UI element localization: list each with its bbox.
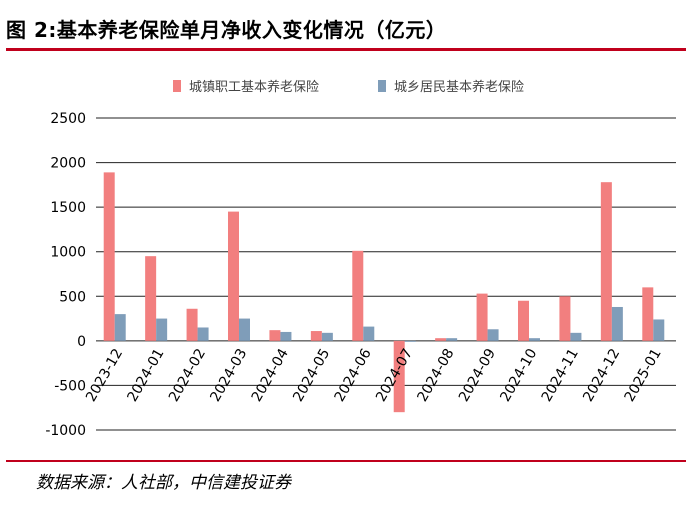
x-tick-label: 2023-12 bbox=[83, 346, 126, 405]
figure-title: 图 2:基本养老保险单月净收入变化情况（亿元） bbox=[6, 18, 447, 42]
bar bbox=[611, 306, 623, 341]
bar bbox=[352, 250, 364, 341]
y-tick-label: 1500 bbox=[50, 200, 86, 216]
bar bbox=[321, 332, 333, 341]
x-tick-label: 2024-01 bbox=[125, 346, 168, 405]
y-tick-label: 2500 bbox=[50, 111, 86, 127]
bar bbox=[518, 300, 529, 341]
x-tick-label: 2024-12 bbox=[580, 346, 623, 405]
bar bbox=[156, 318, 168, 341]
legend-label: 城乡居民基本养老保险 bbox=[394, 79, 524, 95]
y-tick-label: 0 bbox=[77, 334, 86, 350]
bar bbox=[239, 318, 250, 341]
bar bbox=[103, 172, 115, 341]
x-tick-label: 2024-04 bbox=[249, 346, 292, 405]
bar bbox=[476, 293, 488, 341]
bar bbox=[145, 256, 157, 341]
bar bbox=[446, 338, 458, 341]
bar bbox=[487, 329, 499, 341]
bar bbox=[570, 332, 582, 341]
x-tick-label: 2025-01 bbox=[622, 346, 665, 405]
bar bbox=[653, 319, 665, 341]
bar bbox=[310, 331, 322, 341]
bar bbox=[197, 327, 209, 341]
x-tick-label: 2024-10 bbox=[497, 346, 540, 405]
bar bbox=[404, 340, 416, 342]
bar bbox=[280, 331, 292, 341]
y-tick-label: 1000 bbox=[50, 245, 86, 261]
title-divider bbox=[6, 48, 686, 51]
x-tick-label: 2024-06 bbox=[332, 346, 375, 405]
y-tick-label: -500 bbox=[54, 378, 86, 394]
bar bbox=[186, 308, 198, 341]
bar bbox=[228, 211, 239, 341]
legend-label: 城镇职工基本养老保险 bbox=[189, 79, 319, 95]
x-tick-label: 2024-03 bbox=[207, 346, 250, 405]
bar bbox=[642, 287, 654, 341]
y-tick-label: 2000 bbox=[50, 156, 86, 172]
legend-swatch bbox=[378, 80, 386, 92]
y-tick-label: 500 bbox=[59, 289, 86, 305]
x-tick-label: 2024-08 bbox=[415, 346, 458, 405]
bar bbox=[435, 338, 447, 341]
source-note: 数据来源：人社部，中信建投证券 bbox=[36, 473, 291, 493]
x-tick-label: 2024-09 bbox=[456, 346, 499, 405]
bar bbox=[114, 314, 126, 341]
bar bbox=[393, 340, 405, 413]
bar bbox=[269, 330, 281, 341]
bar bbox=[600, 182, 612, 341]
legend-swatch bbox=[173, 80, 181, 92]
bar bbox=[529, 338, 540, 341]
x-tick-label: 2024-02 bbox=[166, 346, 209, 405]
x-tick-label: 2024-05 bbox=[290, 346, 333, 405]
bar bbox=[363, 326, 375, 341]
x-tick-label: 2024-11 bbox=[539, 346, 582, 405]
source-divider bbox=[6, 460, 686, 462]
y-tick-label: -1000 bbox=[45, 423, 86, 439]
bar bbox=[559, 296, 571, 341]
